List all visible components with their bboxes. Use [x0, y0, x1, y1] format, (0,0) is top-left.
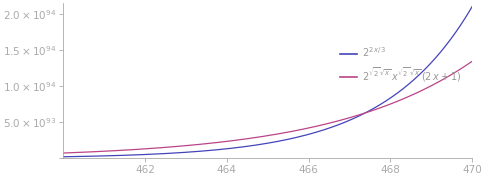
Legend: $2^{2\,x/3}$, $2^{\sqrt{2}\,\sqrt{x}}\,x^{\sqrt{2}\,\sqrt{x}}\,(2\,x+1)$: $2^{2\,x/3}$, $2^{\sqrt{2}\,\sqrt{x}}\,x…: [335, 42, 465, 88]
